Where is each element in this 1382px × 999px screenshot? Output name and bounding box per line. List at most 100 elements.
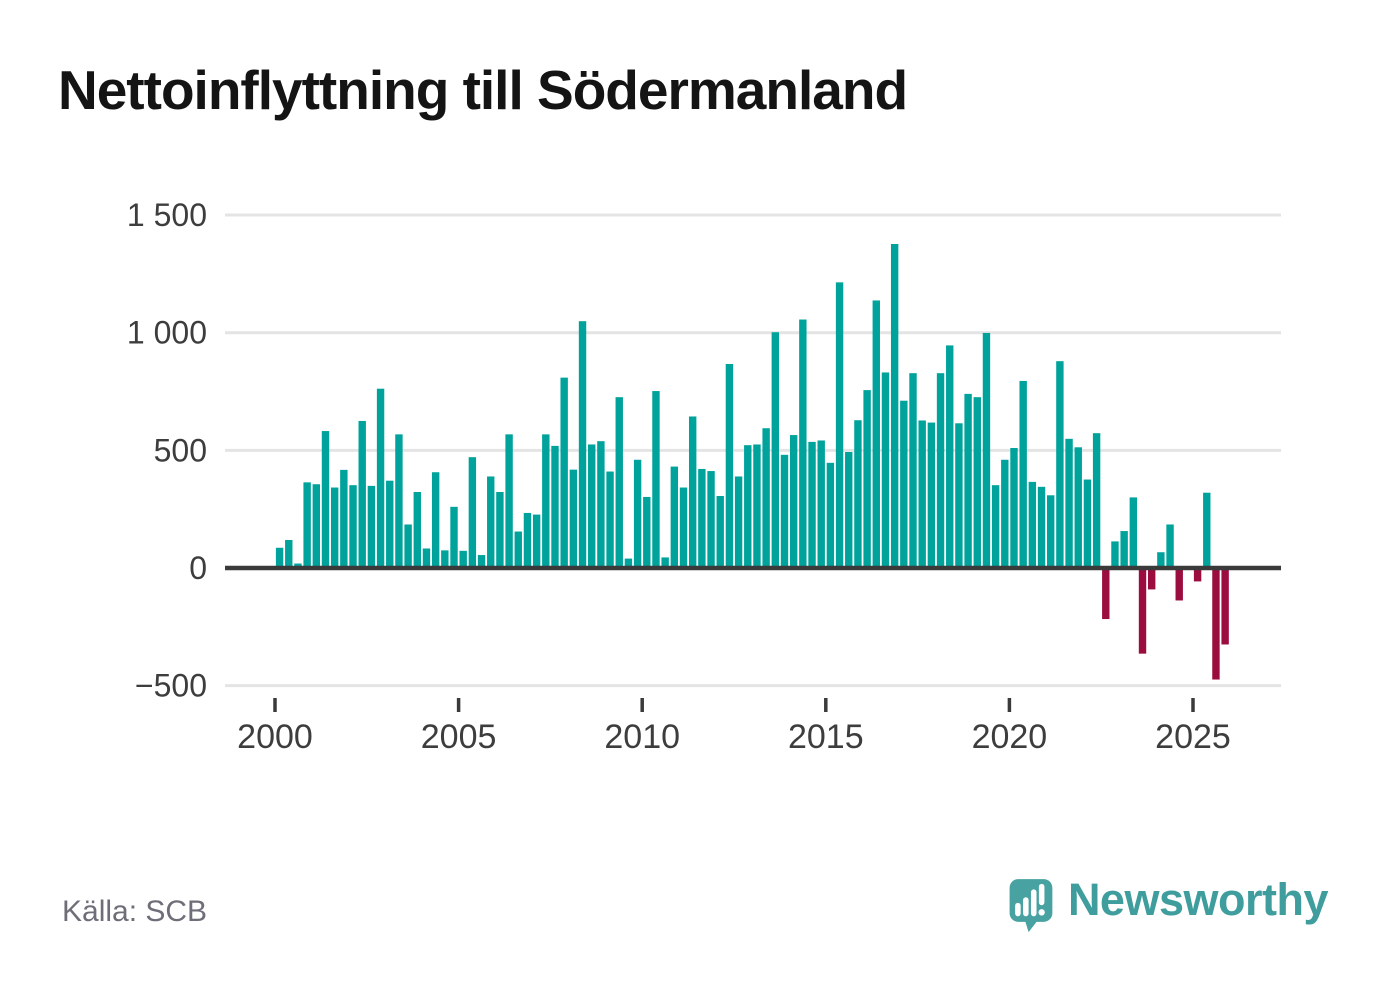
bar-2016-q2 xyxy=(872,300,880,568)
bar-2011-q1 xyxy=(679,487,688,568)
bar-2022-q1 xyxy=(1083,479,1092,568)
x-tick-label-2025: 2025 xyxy=(1155,718,1231,756)
bar-2021-q4 xyxy=(1074,447,1082,568)
bar-2008-q1 xyxy=(569,469,578,568)
bar-2004-q4 xyxy=(450,506,458,568)
bar-2003-q2 xyxy=(395,434,403,568)
bar-2008-q2 xyxy=(578,321,587,568)
bar-2017-q2 xyxy=(909,373,917,568)
bar-2009-q1 xyxy=(606,471,614,568)
logo-bar-2 xyxy=(1023,897,1029,917)
bar-2024-q1 xyxy=(1157,552,1165,568)
bar-2015-q4 xyxy=(854,420,862,568)
bar-2013-q4 xyxy=(780,454,789,568)
logo-bar-1 xyxy=(1015,902,1021,917)
bar-2017-q1 xyxy=(900,400,908,568)
bar-2021-q1 xyxy=(1047,495,1055,568)
bar-2016-q3 xyxy=(881,372,890,568)
bar-2004-q2 xyxy=(431,472,440,568)
bar-2014-q3 xyxy=(808,441,816,568)
y-tick-label--500: −500 xyxy=(135,668,207,704)
bar-2000-q2 xyxy=(285,539,293,568)
bar-2006-q3 xyxy=(514,531,522,568)
bar-2004-q3 xyxy=(441,550,449,568)
bar-2021-q3 xyxy=(1065,438,1073,568)
y-tick-label-1000: 1 000 xyxy=(127,315,207,351)
bar-2012-q1 xyxy=(716,495,724,568)
bar-2014-q2 xyxy=(799,319,807,568)
logo-exclamation-bar xyxy=(1038,883,1045,906)
bar-2020-q1 xyxy=(1010,447,1018,568)
bar-2022-q3 xyxy=(1102,568,1110,620)
bar-2019-q2 xyxy=(982,332,991,568)
bar-2013-q1 xyxy=(753,444,761,568)
bar-2015-q3 xyxy=(845,451,853,568)
x-tick-label-2010: 2010 xyxy=(604,718,680,756)
bar-2021-q2 xyxy=(1056,361,1064,568)
y-tick-label-0: 0 xyxy=(189,550,207,586)
bar-2006-q2 xyxy=(505,434,513,568)
bar-2013-q2 xyxy=(762,428,770,568)
bar-2018-q2 xyxy=(946,345,954,568)
bar-2023-q3 xyxy=(1138,568,1147,654)
bar-2008-q3 xyxy=(588,444,596,568)
logo-bar-3 xyxy=(1030,889,1037,917)
bar-2011-q2 xyxy=(688,416,697,568)
bar-2015-q2 xyxy=(835,282,844,568)
bar-2005-q3 xyxy=(477,555,486,568)
brand-name: Newsworthy xyxy=(1067,874,1329,925)
x-tick-label-2005: 2005 xyxy=(421,718,497,756)
bar-2017-q3 xyxy=(918,420,926,568)
bar-2012-q2 xyxy=(725,363,734,568)
x-tick-label-2020: 2020 xyxy=(972,718,1048,756)
y-tick-label-1500: 1 500 xyxy=(127,197,207,233)
bar-2019-q4 xyxy=(1001,459,1009,568)
bar-2011-q3 xyxy=(698,468,706,568)
bar-2010-q2 xyxy=(652,391,660,568)
logo-exclamation-dot xyxy=(1038,909,1045,916)
bar-2002-q1 xyxy=(349,485,357,568)
bar-2010-q4 xyxy=(670,466,679,568)
bar-2012-q4 xyxy=(744,445,752,568)
bar-2002-q3 xyxy=(367,485,376,568)
brand-lockup: Newsworthy xyxy=(1008,866,1329,946)
bar-2011-q4 xyxy=(707,471,715,568)
bar-2022-q2 xyxy=(1092,433,1101,568)
bar-2025-q3 xyxy=(1212,568,1220,680)
newsworthy-logo-icon xyxy=(1009,879,1053,933)
bar-2024-q2 xyxy=(1166,524,1174,568)
bar-2005-q4 xyxy=(487,476,495,568)
x-tick-label-2015: 2015 xyxy=(788,718,864,756)
bar-2008-q4 xyxy=(597,441,605,568)
bar-2001-q4 xyxy=(340,469,348,568)
bar-2022-q4 xyxy=(1111,541,1119,568)
bar-2016-q1 xyxy=(863,390,871,568)
bar-2016-q4 xyxy=(890,243,899,569)
bar-2009-q2 xyxy=(615,397,623,568)
bar-2025-q4 xyxy=(1221,568,1229,645)
bar-2010-q3 xyxy=(661,557,669,568)
bar-2007-q4 xyxy=(560,377,568,568)
bar-2024-q3 xyxy=(1175,568,1183,601)
bar-2004-q1 xyxy=(422,548,431,568)
bar-2025-q1 xyxy=(1193,568,1202,582)
bar-2023-q1 xyxy=(1120,531,1128,568)
bar-2018-q4 xyxy=(964,393,972,568)
bar-2018-q1 xyxy=(936,373,945,568)
bar-2015-q1 xyxy=(826,462,835,568)
bar-2007-q1 xyxy=(532,514,541,568)
bar-2003-q3 xyxy=(404,524,412,568)
y-tick-label-500: 500 xyxy=(154,432,207,468)
bar-2006-q4 xyxy=(523,512,532,568)
bar-2009-q3 xyxy=(624,558,633,568)
bar-2013-q3 xyxy=(771,332,780,568)
bar-2002-q4 xyxy=(376,388,385,568)
bar-2001-q2 xyxy=(321,431,330,568)
bar-2012-q3 xyxy=(734,476,743,568)
bar-2023-q2 xyxy=(1129,497,1138,568)
bar-2019-q1 xyxy=(973,397,981,568)
bar-2018-q3 xyxy=(955,423,963,568)
bar-2005-q2 xyxy=(468,457,477,568)
